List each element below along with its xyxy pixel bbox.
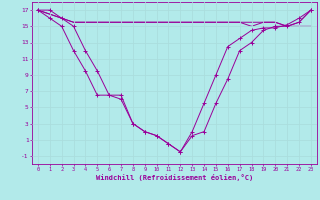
X-axis label: Windchill (Refroidissement éolien,°C): Windchill (Refroidissement éolien,°C)	[96, 174, 253, 181]
